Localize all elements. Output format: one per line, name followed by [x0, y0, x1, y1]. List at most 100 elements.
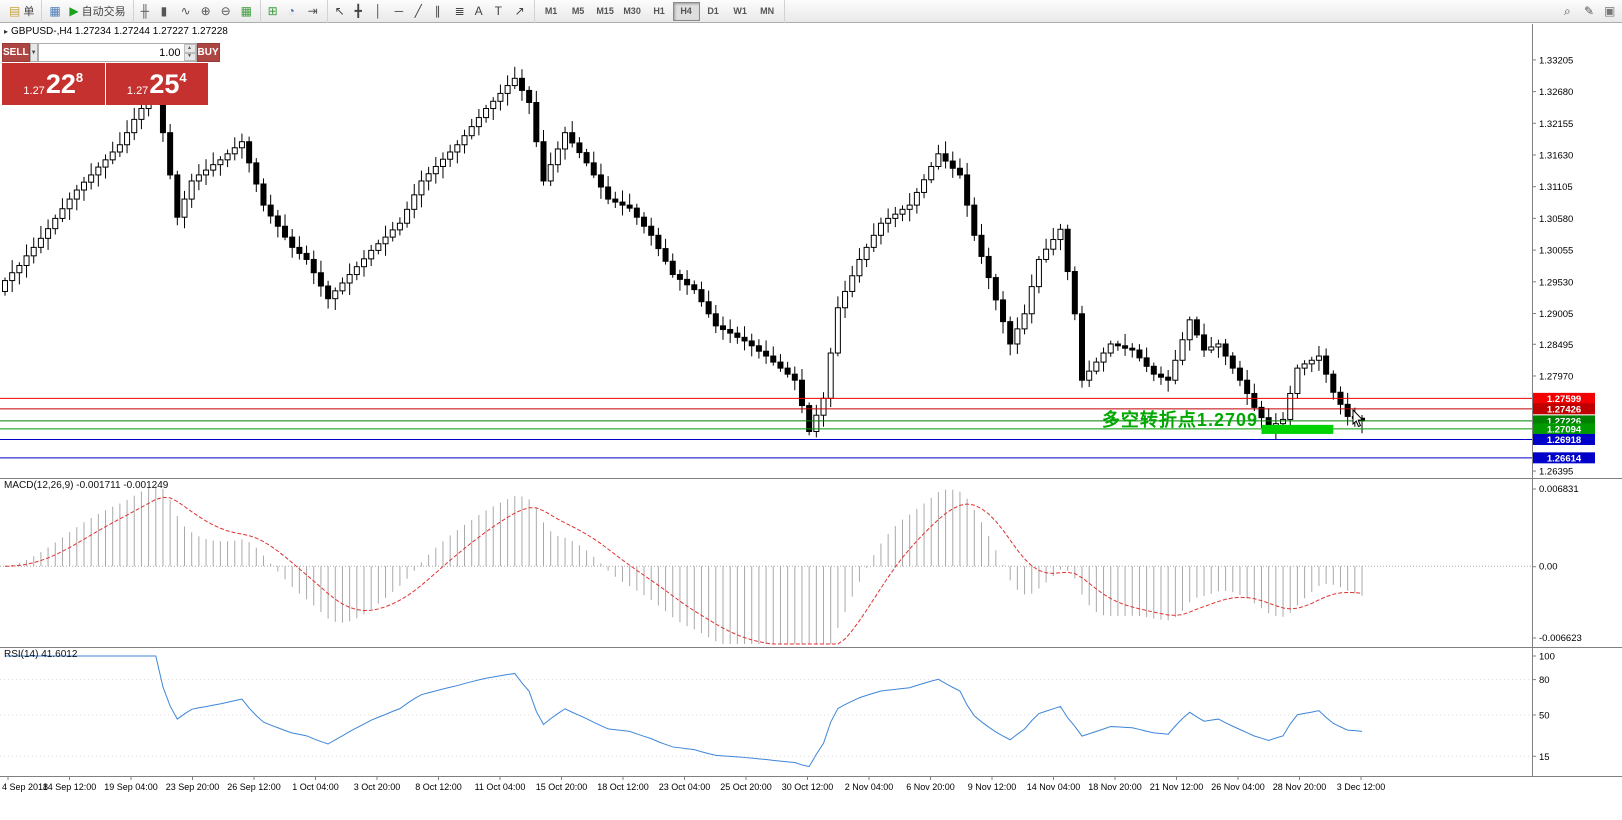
new-chart-icon-icon: ⊞	[267, 4, 278, 18]
annotation-text[interactable]: 多空转折点1.2709	[1101, 410, 1258, 430]
svg-text:26 Sep 12:00: 26 Sep 12:00	[227, 782, 281, 792]
svg-text:11 Oct 04:00: 11 Oct 04:00	[475, 782, 526, 792]
zoom-out-icon-icon: ⊖	[220, 4, 231, 18]
price-tag[interactable]	[1533, 423, 1595, 435]
volume-field: ▲ ▼	[37, 43, 197, 62]
clock-icon[interactable]: ◔	[284, 1, 304, 21]
buy-price-sup: 4	[179, 70, 187, 85]
charts-grid-icon-icon: ▦	[49, 4, 61, 18]
volume-dropdown-button[interactable]: ▼	[29, 43, 38, 62]
tile-windows-icon[interactable]: ▦	[237, 1, 257, 21]
svg-text:19 Sep 04:00: 19 Sep 04:00	[104, 782, 158, 792]
svg-text:-0.006623: -0.006623	[1539, 633, 1582, 644]
toolbar: ▤ 单 ▦ ▶ 自动交易 ╫ ▮ ∿ ⊕ ⊖ ▦ ⊞ ◔ ⇥ ↖ ╋ │ ─ ╱ ∥ ≣ A T ↗ M1 M5 M15 M30 H1 H…	[0, 0, 1622, 23]
crosshair-tool[interactable]: ╋	[351, 1, 371, 21]
macd-axis: 0.006831 0.00 -0.006623	[1532, 484, 1582, 644]
rsi-axis: 100 80 50 15	[1532, 652, 1555, 763]
svg-text:8 Oct 12:00: 8 Oct 12:00	[415, 782, 462, 792]
line-chart-mode-icon[interactable]: ∿	[177, 1, 197, 21]
trendline-tool[interactable]: ╱	[411, 1, 431, 21]
volume-spinner: ▲ ▼	[183, 44, 196, 61]
autotrade-button-label: 自动交易	[81, 6, 126, 18]
arrow-tool[interactable]: ↗	[511, 1, 531, 21]
volume-down-button[interactable]: ▼	[183, 52, 196, 61]
timeframe-h1[interactable]: H1	[646, 2, 673, 21]
svg-text:1.32680: 1.32680	[1539, 87, 1573, 98]
sell-price-button[interactable]: 1.27 22 8	[2, 63, 105, 105]
autotrade-icon: ▶	[69, 4, 79, 18]
volume-up-button[interactable]: ▲	[183, 44, 196, 53]
timeframe-m30[interactable]: M30	[619, 2, 646, 21]
timeframe-w1[interactable]: W1	[727, 2, 754, 21]
label-tool[interactable]: T	[491, 1, 511, 21]
autotrade-button[interactable]: ▶ 自动交易	[65, 1, 129, 21]
sell-button[interactable]: SELL	[2, 43, 30, 62]
toolbar-right-group: ⌕ ✎ ▣	[1560, 1, 1620, 21]
horizontal-line-tool[interactable]: ─	[391, 1, 411, 21]
svg-text:1.28495: 1.28495	[1539, 340, 1573, 351]
text-tool[interactable]: A	[471, 1, 491, 21]
view-group: ╫ ▮ ∿ ⊕ ⊖ ▦	[134, 0, 261, 23]
svg-text:18 Nov 20:00: 18 Nov 20:00	[1088, 782, 1142, 792]
label-icon: T	[494, 4, 502, 18]
cursor-icon: ↖	[334, 4, 345, 18]
timeframe-m1[interactable]: M1	[538, 2, 565, 21]
sell-price-big: 22	[45, 68, 76, 99]
price-tag[interactable]	[1533, 392, 1595, 404]
zoom-out-icon[interactable]: ⊖	[217, 1, 237, 21]
zoom-in-icon[interactable]: ⊕	[197, 1, 217, 21]
price-tag[interactable]	[1533, 415, 1595, 427]
chart-shift-icon[interactable]: ⇥	[304, 1, 324, 21]
buy-price-prefix: 1.27	[126, 85, 149, 97]
channel-tool[interactable]: ∥	[431, 1, 451, 21]
edit-button[interactable]: ✎	[1580, 1, 1600, 21]
svg-text:1.31630: 1.31630	[1539, 151, 1573, 162]
tools-group: ↖ ╋ │ ─ ╱ ∥ ≣ A T ↗	[328, 0, 535, 23]
price-tag[interactable]	[1533, 403, 1595, 415]
candlestick-mode-icon[interactable]: ▮	[157, 1, 177, 21]
svg-text:1.27426: 1.27426	[1547, 404, 1581, 415]
svg-text:6 Nov 20:00: 6 Nov 20:00	[906, 782, 955, 792]
svg-text:21 Nov 12:00: 21 Nov 12:00	[1150, 782, 1204, 792]
svg-text:25 Oct 20:00: 25 Oct 20:00	[720, 782, 772, 792]
svg-text:3 Oct 20:00: 3 Oct 20:00	[354, 782, 401, 792]
price-tag[interactable]	[1533, 433, 1595, 445]
new-order-button[interactable]: ▤ 单	[5, 1, 38, 21]
svg-text:23 Oct 04:00: 23 Oct 04:00	[659, 782, 711, 792]
timeframe-mn[interactable]: MN	[754, 2, 781, 21]
highlight-rectangle[interactable]	[1261, 424, 1334, 434]
timeframe-m15[interactable]: M15	[592, 2, 619, 21]
svg-text:0.006831: 0.006831	[1539, 484, 1579, 495]
arrow-icon: ↗	[514, 4, 525, 18]
timeframe-group: M1 M5 M15 M30 H1 H4 D1 W1 MN	[535, 0, 785, 23]
search-button[interactable]: ⌕	[1560, 1, 1580, 21]
sell-price-sup: 8	[75, 70, 84, 85]
charts-grid-icon[interactable]: ▦	[45, 1, 65, 21]
timeframe-h4[interactable]: H4	[672, 1, 700, 21]
one-click-top-row: SELL ▼ ▲ ▼ BUY	[2, 43, 220, 62]
svg-text:1.27226: 1.27226	[1547, 416, 1581, 427]
cursor-tool[interactable]: ↖	[331, 1, 351, 21]
svg-text:3 Dec 12:00: 3 Dec 12:00	[1337, 782, 1386, 792]
buy-button[interactable]: BUY	[196, 43, 220, 62]
svg-text:9 Nov 12:00: 9 Nov 12:00	[968, 782, 1017, 792]
search-icon: ⌕	[1564, 4, 1571, 18]
svg-text:1.26918: 1.26918	[1547, 435, 1581, 446]
svg-text:1.27599: 1.27599	[1547, 394, 1581, 405]
bar-chart-mode-icon[interactable]: ╫	[137, 1, 157, 21]
price-tag[interactable]	[1533, 452, 1595, 464]
vertical-line-tool[interactable]: │	[371, 1, 391, 21]
timeframe-d1[interactable]: D1	[700, 2, 727, 21]
volume-input[interactable]	[38, 44, 184, 61]
fibonacci-tool[interactable]: ≣	[451, 1, 471, 21]
timeframe-m5[interactable]: M5	[565, 2, 592, 21]
new-order-button-label: 单	[23, 6, 35, 18]
panel-button[interactable]: ▣	[1600, 1, 1620, 21]
new-chart-icon[interactable]: ⊞	[264, 1, 284, 21]
svg-text:1.31105: 1.31105	[1539, 182, 1573, 193]
svg-text:1 Oct 04:00: 1 Oct 04:00	[292, 782, 339, 792]
edit-icon: ✎	[1584, 4, 1595, 18]
buy-price-button[interactable]: 1.27 25 4	[105, 63, 208, 105]
